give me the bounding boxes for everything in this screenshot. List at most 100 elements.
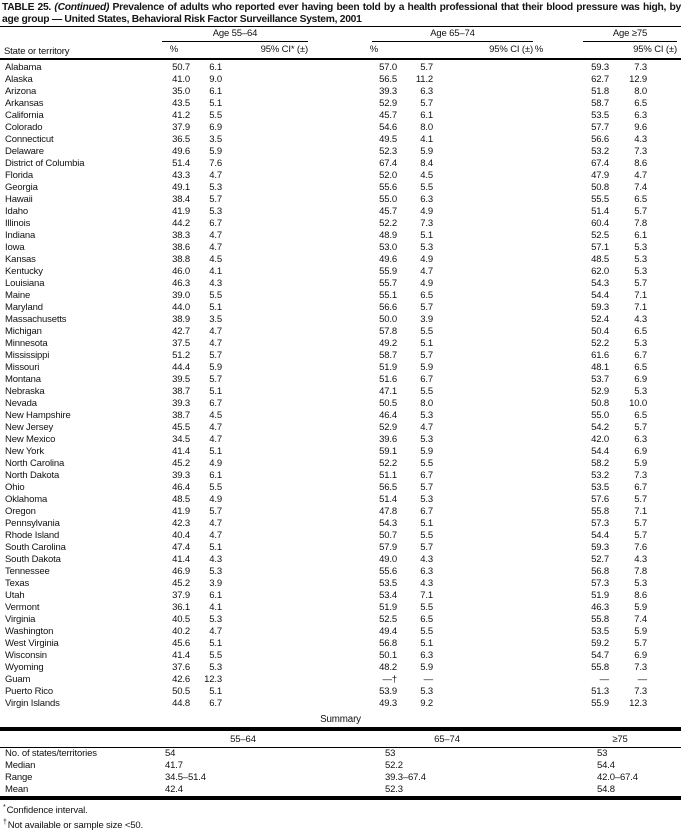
state-cell: New York <box>5 446 44 457</box>
ci-55-64-cell: 4.7 <box>209 230 222 241</box>
ci-75-cell: 6.9 <box>634 374 647 385</box>
table-row: Idaho 41.9 5.3 45.7 4.9 51.4 5.7 <box>0 206 647 218</box>
pct-55-64-cell: 43.5 <box>172 98 190 109</box>
table-row: Virgin Islands 44.8 6.7 49.3 9.2 55.9 12.3 <box>0 698 647 710</box>
ci-75-cell: 7.6 <box>634 542 647 553</box>
state-cell: South Dakota <box>5 554 61 565</box>
ci-65-74-cell: 5.7 <box>420 98 433 109</box>
ci-75-cell: 7.3 <box>634 662 647 673</box>
pct-65-74-cell: 56.8 <box>379 638 397 649</box>
ci-55-64-cell: 4.7 <box>209 170 222 181</box>
state-cell: Georgia <box>5 182 38 193</box>
pct-75-cell: 56.6 <box>591 134 609 145</box>
prevalence-table: Alabama 50.7 6.1 57.0 5.7 59.3 7.3 Alaska 41.0 9.… <box>0 62 647 710</box>
state-cell: Oregon <box>5 506 36 517</box>
ci-55-64-cell: 4.7 <box>209 518 222 529</box>
ci-55-64-cell: 5.9 <box>209 362 222 373</box>
state-cell: Montana <box>5 374 41 385</box>
table-row: Pennsylvania 42.3 4.7 54.3 5.1 57.3 5.7 <box>0 518 647 530</box>
ci-65-74-cell: 11.2 <box>415 74 433 85</box>
state-cell: New Jersey <box>5 422 54 433</box>
pct-55-64-cell: 38.3 <box>172 230 190 241</box>
row-header-label: State or territory <box>4 46 70 57</box>
pct-65-74-cell: 45.7 <box>379 206 397 217</box>
pct-75-cell: 55.0 <box>591 410 609 421</box>
pct-55-64-cell: 48.5 <box>172 494 190 505</box>
table-continued-flag: (Continued) <box>54 2 110 13</box>
state-cell: Idaho <box>5 206 29 217</box>
table-row: Washington 40.2 4.7 49.4 5.5 53.5 5.9 <box>0 626 647 638</box>
summary-value: 54.4 <box>597 760 615 771</box>
pct-55-64-cell: 42.6 <box>172 674 190 685</box>
table-header: State or territory Age 55–64 % 95% CI* (… <box>0 27 681 58</box>
pct-75-cell: 51.8 <box>591 86 609 97</box>
pct-55-64-cell: 40.4 <box>172 530 190 541</box>
ci-55-64-cell: 4.1 <box>209 266 222 277</box>
ci-65-74-cell: 4.1 <box>420 134 433 145</box>
pct-55-64-cell: 46.3 <box>172 278 190 289</box>
ci-55-64-cell: 5.1 <box>209 446 222 457</box>
ci-55-64-cell: 5.1 <box>209 98 222 109</box>
pct-55-64-cell: 50.5 <box>172 686 190 697</box>
ci-55-64-cell: 12.3 <box>204 674 222 685</box>
ci-75-cell: 5.7 <box>634 530 647 541</box>
ci-65-74-cell: 5.9 <box>420 146 433 157</box>
ci-75-cell: 4.7 <box>634 170 647 181</box>
ci-55-64-cell: 5.3 <box>209 206 222 217</box>
pct-65-74-cell: 57.8 <box>379 326 397 337</box>
table-row: New York 41.4 5.1 59.1 5.9 54.4 6.9 <box>0 446 647 458</box>
state-cell: Washington <box>5 626 54 637</box>
pct-65-74-cell: 50.1 <box>379 650 397 661</box>
pct-55-64-cell: 38.6 <box>172 242 190 253</box>
pct-75-cell: 54.3 <box>591 278 609 289</box>
pct-65-74-cell: 47.1 <box>379 386 397 397</box>
pct-65-74-cell: 58.7 <box>379 350 397 361</box>
table-row: New Jersey 45.5 4.7 52.9 4.7 54.2 5.7 <box>0 422 647 434</box>
table-row: Indiana 38.3 4.7 48.9 5.1 52.5 6.1 <box>0 230 647 242</box>
ci-75-cell: 6.7 <box>634 350 647 361</box>
pct-65-74-cell: 50.7 <box>379 530 397 541</box>
ci-75-cell: 6.3 <box>634 434 647 445</box>
ci-55-64-cell: 5.5 <box>209 482 222 493</box>
table-row: Montana 39.5 5.7 51.6 6.7 53.7 6.9 <box>0 374 647 386</box>
summary-value: 34.5–51.4 <box>165 772 206 783</box>
table-row: Virginia 40.5 5.3 52.5 6.5 55.8 7.4 <box>0 614 647 626</box>
pct-65-74-cell: 49.3 <box>379 698 397 709</box>
pct-75-cell: 55.8 <box>591 506 609 517</box>
summary-header-rule <box>0 747 681 748</box>
pct-65-74-cell: 56.5 <box>379 74 397 85</box>
pct-55-64-cell: 37.6 <box>172 662 190 673</box>
summary-value: 39.3–67.4 <box>385 772 426 783</box>
pct-65-74-cell: —† <box>382 674 398 685</box>
ci-55-64-cell: 4.7 <box>209 242 222 253</box>
summary-col-75: ≥75 <box>612 734 628 745</box>
summary-value: 41.7 <box>165 760 183 771</box>
ci-65-74-cell: 5.1 <box>420 338 433 349</box>
ci-75-cell: 4.3 <box>634 554 647 565</box>
state-cell: Mississippi <box>5 350 50 361</box>
ci-75-cell: 5.3 <box>634 578 647 589</box>
pct-55-64-cell: 37.9 <box>172 122 190 133</box>
table-row: Iowa 38.6 4.7 53.0 5.3 57.1 5.3 <box>0 242 647 254</box>
ci-65-74-cell: 4.9 <box>420 254 433 265</box>
pct-55-64-cell: 41.0 <box>172 74 190 85</box>
pct-55-64-cell: 34.5 <box>172 434 190 445</box>
table-row: South Dakota 41.4 4.3 49.0 4.3 52.7 4.3 <box>0 554 647 566</box>
pct-75-cell: 50.4 <box>591 326 609 337</box>
pct-65-74-cell: 51.4 <box>379 494 397 505</box>
pct-65-74-cell: 51.9 <box>379 362 397 373</box>
group-header-age-75: Age ≥75 <box>612 28 648 39</box>
pct-65-74-cell: 52.2 <box>379 218 397 229</box>
ci-65-74-cell: — <box>423 674 434 685</box>
pct-55-64-cell: 39.0 <box>172 290 190 301</box>
pct-75-cell: 54.7 <box>591 650 609 661</box>
ci-55-64-cell: 5.5 <box>209 290 222 301</box>
ci-55-64-cell: 5.7 <box>209 194 222 205</box>
table-number: TABLE 25. <box>2 2 52 13</box>
ci-65-74-cell: 5.5 <box>420 182 433 193</box>
ci-75-cell: 7.8 <box>634 566 647 577</box>
ci-75-cell: 7.4 <box>634 614 647 625</box>
summary-bottom-rule <box>0 796 681 800</box>
ci-75-cell: 5.3 <box>634 254 647 265</box>
